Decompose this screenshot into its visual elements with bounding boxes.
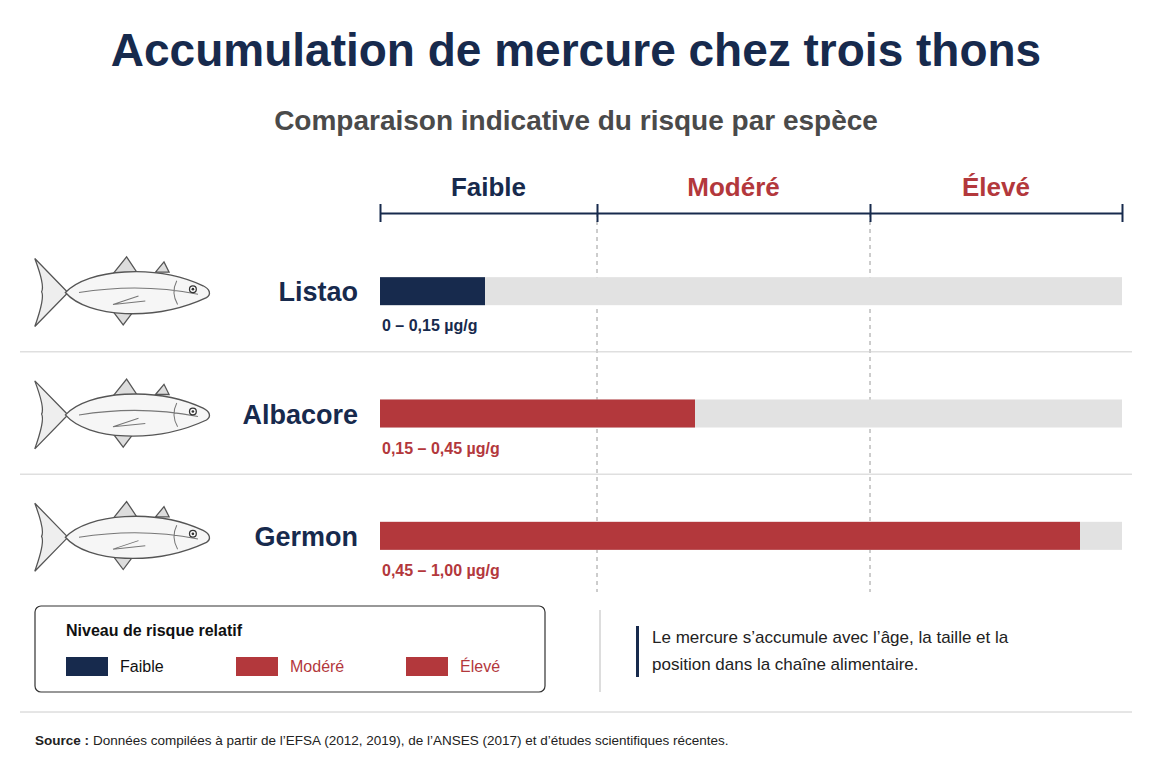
fish-part [190,286,197,293]
fish-part [65,516,209,558]
category-label: Germon [254,522,358,552]
legend-label: Modéré [290,658,344,675]
legend-title: Niveau de risque relatif [66,622,243,639]
row-separator [20,351,1132,352]
annotation-line: Le mercure s’accumule avec l’âge, la tai… [652,628,1009,647]
track [380,400,1122,428]
annotation-bar [636,626,639,677]
bars [380,277,1080,550]
legend-swatch [66,657,108,676]
chart: Accumulation de mercure chez trois thons… [0,0,1152,768]
zone-label: Élevé [962,172,1030,202]
source-text: Données compilées à partir de l’EFSA (20… [93,733,729,748]
data-label: 0 – 0,15 µg/g [382,317,477,334]
data-label: 0,15 – 0,45 µg/g [382,440,500,457]
legend: Niveau de risque relatif Faible Modéré Élev… [35,606,545,692]
fish-part [65,394,209,436]
legend-label: Élevé [460,657,500,675]
subtitle: Comparaison indicative du risque par esp… [274,105,878,136]
tick [380,204,381,222]
tick [870,204,871,222]
legend-box [35,606,545,692]
bar [380,522,1080,550]
tick [597,204,598,222]
tick-mark [1122,204,1124,222]
title: Accumulation de mercure chez trois thons [111,24,1041,76]
tracks [380,277,1122,550]
tick-mark [380,204,382,222]
fish-part [192,288,195,291]
fish-icon [35,257,210,327]
legend-label: Faible [120,658,164,675]
annotation: Le mercure s’accumule avec l’âge, la tai… [652,628,1009,674]
zone-label: Faible [451,172,526,202]
footer-rule [20,712,1132,713]
fish-icon [35,502,210,572]
fish-part [192,410,195,413]
bar [380,400,695,428]
fish-part [35,381,67,449]
source: Source : Données compilées à partir de l’… [35,733,729,748]
row-separator [20,474,1132,475]
tick-mark [597,204,599,222]
annotation-line: position dans la chaîne alimentaire. [652,655,919,674]
track [380,277,1122,305]
tick-mark [870,204,872,222]
fish-part [79,525,198,549]
category-label: Albacore [242,400,358,430]
track [380,522,1122,550]
category-label: Listao [278,277,358,307]
fish-part [35,259,67,327]
bar [380,277,485,305]
fish-part [35,503,67,571]
separator [600,610,601,692]
fish-part [79,281,198,305]
fish-part [190,408,197,415]
x-axis [381,204,1123,222]
fish-part [79,403,198,427]
legend-swatch [406,657,448,676]
data-label: 0,45 – 1,00 µg/g [382,562,500,579]
fish-part [190,530,197,537]
axis-line [381,213,1123,215]
fish-part [192,532,195,535]
source-label: Source : [35,733,89,748]
tick [1122,204,1123,222]
legend-swatch [236,657,278,676]
fish-part [65,272,209,314]
zone-label: Modéré [687,172,779,202]
fish-icon [35,379,210,449]
